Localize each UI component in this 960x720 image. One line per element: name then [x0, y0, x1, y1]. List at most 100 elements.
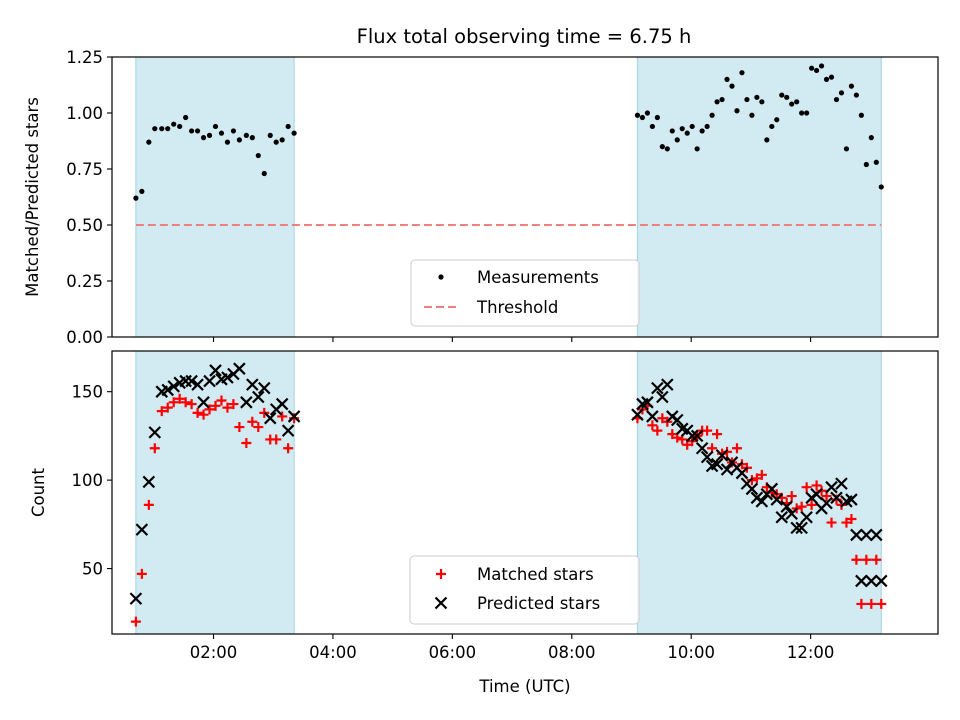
measurement-point	[843, 146, 850, 152]
measurement-point	[634, 112, 641, 118]
predicted-star-point	[263, 411, 277, 425]
measurement-point	[764, 137, 770, 143]
predicted-star-point	[257, 381, 271, 395]
matched-star-point	[234, 422, 245, 433]
bottom-y-axis-label: Count	[29, 467, 48, 517]
matched-star-point	[647, 420, 658, 431]
measurement-point	[804, 110, 810, 116]
legend-threshold-label: Threshold	[476, 298, 558, 317]
predicted-star-point	[755, 495, 769, 508]
measurement-point	[694, 146, 700, 152]
measurement-point	[236, 137, 242, 143]
measurement-point	[714, 99, 720, 105]
matched-star-point	[717, 448, 728, 459]
matched-star-point	[811, 480, 822, 491]
predicted-star-point	[670, 413, 684, 427]
matched-star-point	[253, 422, 264, 433]
predicted-star-point	[129, 592, 143, 605]
legend-matched-marker	[436, 569, 446, 579]
measurement-point	[699, 128, 705, 134]
matched-star-point	[228, 399, 239, 410]
measurement-point	[853, 92, 859, 98]
measurement-point	[273, 139, 279, 145]
measurement-point	[654, 114, 660, 121]
measurement-point	[171, 121, 177, 127]
y-tick-label: 0.25	[66, 272, 103, 291]
measurement-point	[133, 195, 139, 201]
predicted-star-point	[287, 410, 301, 423]
matched-star-point	[652, 425, 663, 436]
measurement-point	[833, 96, 840, 103]
matched-star-point	[831, 494, 842, 505]
matched-star-point	[786, 491, 797, 502]
predicted-star-point	[835, 477, 848, 490]
predicted-star-point	[765, 482, 779, 496]
measurement-point	[734, 108, 740, 114]
predicted-star-point	[690, 429, 704, 443]
y-tick-label: 100	[72, 471, 104, 490]
shaded-span-2	[637, 351, 882, 634]
measurement-point	[649, 123, 655, 130]
measurement-point	[784, 94, 790, 100]
predicted-star-point	[631, 408, 644, 421]
y-tick-label: 150	[72, 383, 104, 402]
matched-star-point	[712, 429, 723, 440]
legend-measurement-marker	[438, 274, 444, 280]
measurement-point	[267, 132, 273, 138]
measurement-point	[823, 76, 830, 82]
measurement-point	[724, 76, 730, 82]
x-tick-label: 10:00	[667, 643, 715, 662]
top-legend-frame	[410, 259, 640, 327]
measurement-point	[729, 83, 735, 89]
measurement-point	[206, 132, 213, 138]
measurement-point	[261, 170, 267, 177]
predicted-star-point	[685, 429, 699, 443]
measurement-point	[799, 110, 805, 116]
predicted-star-point	[221, 371, 234, 384]
predicted-star-point	[795, 521, 808, 535]
measurement-point	[769, 123, 775, 130]
predicted-star-point	[656, 390, 669, 404]
predicted-star-point	[275, 397, 289, 411]
matched-star-point	[222, 402, 233, 413]
shaded-span-2	[637, 57, 882, 337]
top-y-axis-label: Matched/Predicted stars	[23, 97, 42, 297]
measurement-point	[224, 139, 231, 145]
predicted-star-point	[161, 383, 175, 397]
matched-star-point	[796, 501, 807, 512]
predicted-star-point	[860, 528, 873, 542]
measurement-point	[704, 123, 710, 130]
predicted-star-point	[780, 500, 794, 513]
matched-star-point	[247, 416, 258, 427]
legend-measurement-label: Measurements	[477, 268, 599, 287]
measurement-point	[809, 65, 815, 71]
matched-star-point	[283, 443, 294, 454]
matched-star-point	[861, 554, 872, 565]
predicted-star-point	[865, 574, 878, 588]
measurement-point	[189, 128, 195, 134]
shaded-span-1	[135, 351, 295, 634]
measurement-point	[838, 90, 845, 96]
matched-star-point	[186, 399, 197, 410]
predicted-star-point	[252, 390, 265, 404]
measurement-point	[719, 96, 725, 103]
matched-star-point	[826, 517, 837, 528]
legend-predicted-label: Predicted stars	[477, 594, 600, 613]
measurement-point	[749, 112, 755, 118]
top-y-axis-ticks: 0.00 0.25 0.50 0.75 1.00 1.25	[66, 48, 112, 347]
measurement-point	[249, 135, 255, 141]
measurement-point	[863, 161, 869, 168]
y-tick-label: 50	[82, 560, 103, 579]
measurement-point	[868, 135, 874, 141]
matched-star-point	[241, 437, 252, 448]
predicted-star-point	[246, 378, 259, 391]
measurement-point	[689, 123, 695, 130]
measurement-point	[639, 114, 646, 121]
measurement-point	[230, 128, 237, 134]
measurement-point	[779, 92, 785, 98]
measurement-point	[200, 135, 207, 141]
measurement-point	[194, 128, 201, 134]
predicted-star-point	[710, 457, 724, 471]
